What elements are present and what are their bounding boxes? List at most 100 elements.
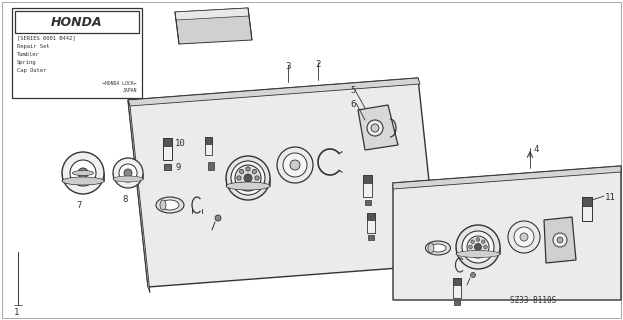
Polygon shape xyxy=(544,217,576,263)
Text: 4: 4 xyxy=(533,145,538,154)
Circle shape xyxy=(255,176,259,180)
Bar xyxy=(582,197,592,206)
Text: 7: 7 xyxy=(76,201,82,210)
Circle shape xyxy=(471,240,475,244)
Text: 2: 2 xyxy=(315,60,320,69)
Text: Cap Outer: Cap Outer xyxy=(17,68,46,73)
Ellipse shape xyxy=(156,197,184,213)
Circle shape xyxy=(215,215,221,221)
Ellipse shape xyxy=(62,177,104,185)
Polygon shape xyxy=(175,8,249,20)
Bar xyxy=(365,200,371,205)
Circle shape xyxy=(283,153,307,177)
Circle shape xyxy=(124,169,132,177)
Bar xyxy=(453,278,461,298)
Ellipse shape xyxy=(161,200,179,210)
Circle shape xyxy=(476,238,480,241)
Text: 9: 9 xyxy=(175,163,181,172)
Bar xyxy=(12,8,142,98)
Bar xyxy=(368,235,374,240)
Circle shape xyxy=(237,176,241,180)
Circle shape xyxy=(367,120,383,136)
Circle shape xyxy=(471,251,475,254)
Text: 6: 6 xyxy=(350,100,355,109)
Circle shape xyxy=(520,233,528,241)
Text: 8: 8 xyxy=(122,195,128,204)
Text: 5: 5 xyxy=(350,86,355,95)
Text: 11: 11 xyxy=(605,193,616,202)
Bar xyxy=(454,300,460,305)
Text: [SERIES 6001 B442]: [SERIES 6001 B442] xyxy=(17,35,75,40)
Circle shape xyxy=(239,169,244,174)
Text: →HONDA LOCK←: →HONDA LOCK← xyxy=(103,81,137,86)
Circle shape xyxy=(70,160,96,186)
Text: HONDA: HONDA xyxy=(51,15,103,28)
Bar xyxy=(15,11,139,33)
Circle shape xyxy=(456,225,500,269)
Polygon shape xyxy=(393,166,621,300)
Circle shape xyxy=(246,167,250,171)
Circle shape xyxy=(62,152,104,194)
Circle shape xyxy=(277,147,313,183)
Circle shape xyxy=(470,273,475,277)
Polygon shape xyxy=(358,105,398,150)
Circle shape xyxy=(290,160,300,170)
Circle shape xyxy=(476,253,480,256)
Polygon shape xyxy=(128,78,438,287)
Circle shape xyxy=(508,221,540,253)
Circle shape xyxy=(468,245,472,249)
Circle shape xyxy=(231,161,265,195)
Circle shape xyxy=(483,245,487,249)
Text: Tumbler: Tumbler xyxy=(17,52,40,57)
Bar xyxy=(367,213,375,220)
Ellipse shape xyxy=(72,171,93,175)
Circle shape xyxy=(252,169,257,174)
Circle shape xyxy=(462,231,494,263)
Circle shape xyxy=(252,182,257,187)
Circle shape xyxy=(239,182,244,187)
Bar xyxy=(205,137,212,155)
Bar xyxy=(208,162,214,170)
Circle shape xyxy=(119,164,137,182)
Ellipse shape xyxy=(113,176,143,182)
Bar xyxy=(205,137,212,144)
Circle shape xyxy=(475,244,482,251)
Circle shape xyxy=(226,156,270,200)
Text: 1: 1 xyxy=(14,308,19,317)
Text: JAPAN: JAPAN xyxy=(123,88,137,93)
Circle shape xyxy=(557,237,563,243)
Bar xyxy=(163,138,172,160)
Circle shape xyxy=(553,233,567,247)
Ellipse shape xyxy=(428,243,434,253)
Ellipse shape xyxy=(160,200,166,210)
Ellipse shape xyxy=(426,241,450,255)
Bar xyxy=(363,175,372,183)
Ellipse shape xyxy=(456,251,500,258)
Polygon shape xyxy=(175,8,252,44)
Circle shape xyxy=(482,251,485,254)
Text: 10: 10 xyxy=(175,139,186,148)
Text: SZ33 B110S: SZ33 B110S xyxy=(510,296,556,305)
Circle shape xyxy=(113,158,143,188)
Bar xyxy=(453,278,461,285)
Bar xyxy=(582,197,592,221)
Circle shape xyxy=(371,124,379,132)
Circle shape xyxy=(514,227,534,247)
Text: 3: 3 xyxy=(285,62,290,71)
Bar xyxy=(163,138,172,146)
Circle shape xyxy=(467,236,489,258)
Ellipse shape xyxy=(430,244,446,252)
Circle shape xyxy=(246,185,250,189)
Bar xyxy=(164,164,171,170)
Polygon shape xyxy=(393,166,621,189)
Bar xyxy=(367,213,375,233)
Circle shape xyxy=(482,240,485,244)
Text: Spring: Spring xyxy=(17,60,37,65)
Text: Repair Set: Repair Set xyxy=(17,44,49,49)
Circle shape xyxy=(235,165,261,191)
Ellipse shape xyxy=(226,182,270,190)
Bar xyxy=(363,175,372,197)
Circle shape xyxy=(244,174,252,182)
Circle shape xyxy=(78,168,88,178)
Polygon shape xyxy=(128,78,420,106)
